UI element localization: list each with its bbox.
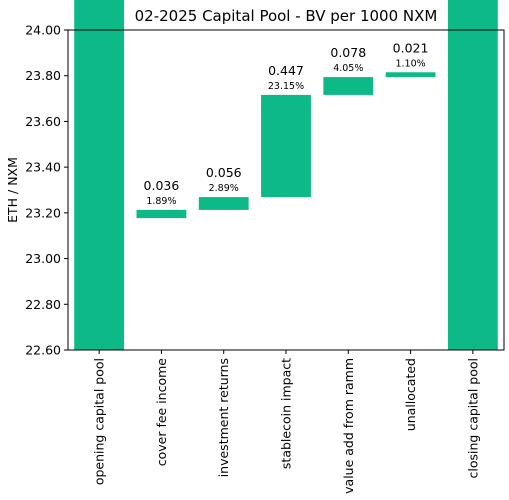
category-label: investment returns: [216, 358, 231, 477]
percent-label: 1.10%: [395, 58, 425, 69]
bar: [323, 77, 374, 95]
percent-label: 4.05%: [333, 63, 363, 74]
bar: [385, 72, 436, 78]
bar: [198, 197, 249, 210]
value-label: 0.447: [268, 63, 304, 78]
category-label: cover fee income: [154, 358, 169, 467]
y-tick-label: 23.80: [25, 68, 61, 83]
y-tick-label: 23.40: [25, 160, 61, 175]
percent-label: 1.89%: [146, 196, 176, 207]
bar: [136, 209, 187, 219]
category-label: stablecoin impact: [279, 358, 294, 469]
y-tick-label: 23.20: [25, 205, 61, 220]
bar: [74, 0, 125, 350]
category-label: value add from ramm: [341, 358, 356, 494]
y-axis-title: ETH / NXM: [5, 157, 20, 223]
value-label: 0.078: [330, 45, 366, 60]
value-label: 0.021: [393, 40, 429, 55]
y-tick-label: 24.00: [25, 23, 61, 38]
value-label: 0.036: [144, 178, 180, 193]
percent-label: 23.15%: [268, 81, 304, 92]
percent-label: 2.89%: [209, 183, 239, 194]
bar: [261, 94, 311, 198]
value-label: 0.056: [206, 165, 242, 180]
labels-layer: 23.1770.0361.89%0.0562.89%0.44723.15%0.0…: [144, 40, 429, 207]
category-label: opening capital pool: [92, 358, 107, 485]
y-tick-label: 23.60: [25, 114, 61, 129]
bar: [447, 0, 498, 350]
chart-title: 02-2025 Capital Pool - BV per 1000 NXM: [135, 7, 438, 25]
y-axis: 22.60 22.80 23.00 23.20 23.40 23.60 23.80 24.00: [25, 23, 68, 358]
y-tick-label: 22.60: [25, 343, 61, 358]
y-tick-label: 23.00: [25, 251, 61, 266]
y-tick-label: 22.80: [25, 297, 61, 312]
category-label: closing capital pool: [465, 358, 480, 478]
x-axis: opening capital pool cover fee income inve…: [92, 350, 480, 494]
category-label: unallocated: [403, 358, 418, 431]
bars-layer: [74, 0, 498, 350]
